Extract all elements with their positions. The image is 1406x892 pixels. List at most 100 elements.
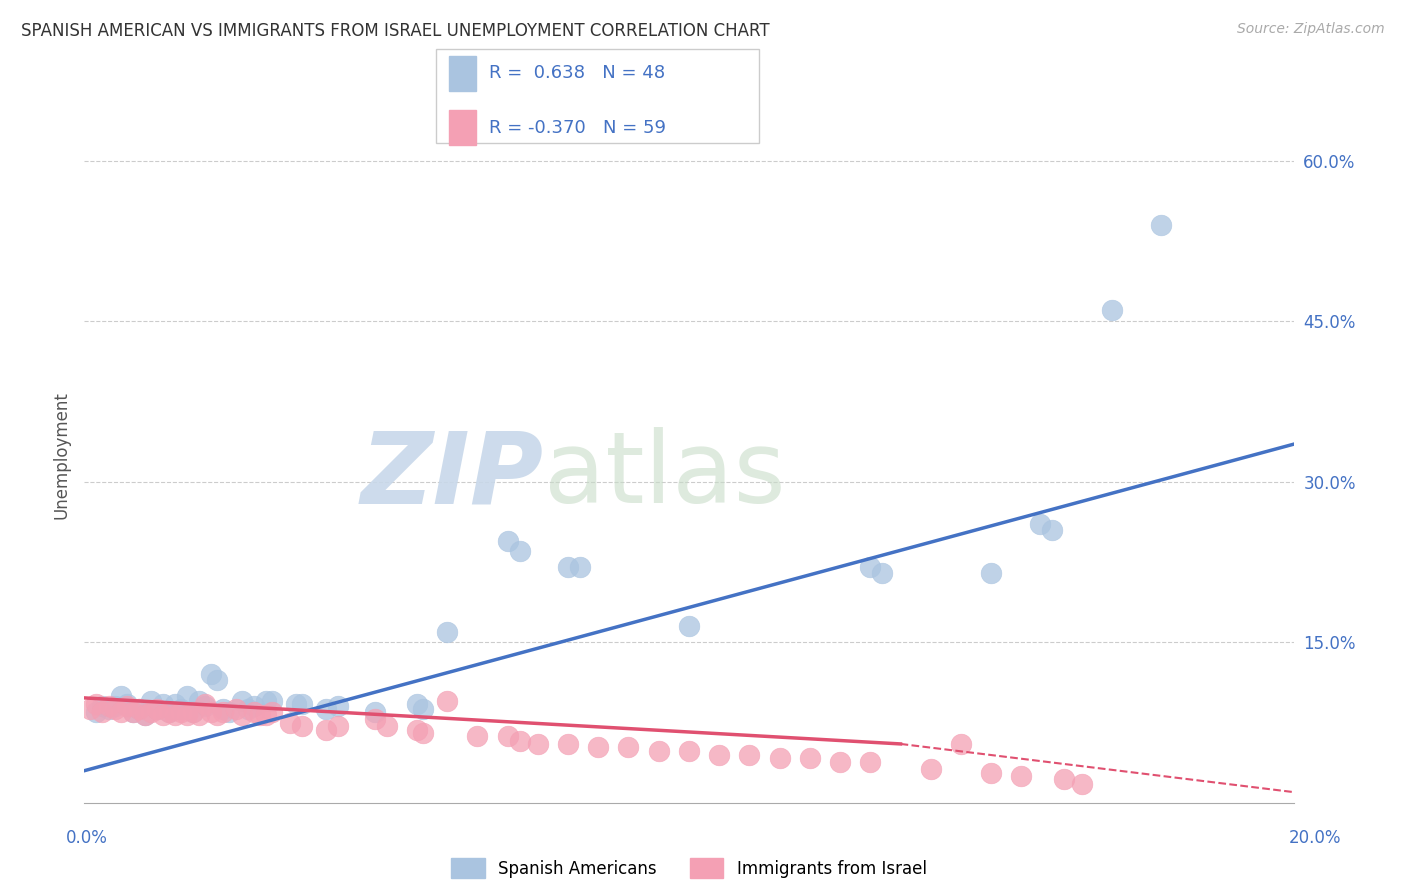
- Point: [1011, 769, 1033, 783]
- Point: [1071, 776, 1094, 790]
- Point: [152, 708, 174, 723]
- Point: [91, 699, 114, 714]
- Text: ZIP: ZIP: [361, 427, 544, 524]
- Point: [436, 694, 458, 708]
- Point: [86, 698, 108, 712]
- Point: [1101, 303, 1123, 318]
- Point: [859, 560, 882, 574]
- Point: [709, 747, 731, 762]
- Point: [231, 694, 253, 708]
- Point: [920, 762, 942, 776]
- Point: [188, 708, 211, 723]
- Point: [375, 719, 398, 733]
- Point: [212, 701, 235, 715]
- Point: [170, 701, 193, 715]
- Point: [436, 624, 458, 639]
- Point: [176, 689, 198, 703]
- Point: [1053, 772, 1076, 787]
- Point: [242, 705, 264, 719]
- Point: [97, 699, 120, 714]
- Point: [557, 560, 579, 574]
- Text: R = -0.370   N = 59: R = -0.370 N = 59: [489, 119, 666, 136]
- Point: [509, 733, 531, 747]
- Point: [648, 744, 671, 758]
- Point: [212, 705, 235, 719]
- Y-axis label: Unemployment: Unemployment: [52, 391, 70, 519]
- Point: [139, 705, 162, 719]
- Point: [157, 705, 180, 719]
- Point: [980, 765, 1002, 780]
- Point: [225, 701, 247, 715]
- Point: [254, 708, 277, 723]
- Point: [412, 726, 434, 740]
- Point: [242, 699, 264, 714]
- Point: [527, 737, 550, 751]
- Legend: Spanish Americans, Immigrants from Israel: Spanish Americans, Immigrants from Israe…: [444, 851, 934, 885]
- Point: [86, 705, 108, 719]
- Point: [291, 698, 314, 712]
- Point: [115, 698, 138, 712]
- Point: [406, 698, 429, 712]
- Point: [496, 533, 519, 548]
- Point: [139, 694, 162, 708]
- Text: SPANISH AMERICAN VS IMMIGRANTS FROM ISRAEL UNEMPLOYMENT CORRELATION CHART: SPANISH AMERICAN VS IMMIGRANTS FROM ISRA…: [21, 22, 769, 40]
- Text: Source: ZipAtlas.com: Source: ZipAtlas.com: [1237, 22, 1385, 37]
- Point: [678, 619, 700, 633]
- Point: [152, 698, 174, 712]
- Point: [231, 708, 253, 723]
- Text: R =  0.638   N = 48: R = 0.638 N = 48: [489, 64, 665, 82]
- Point: [509, 544, 531, 558]
- Point: [1040, 523, 1063, 537]
- Point: [181, 705, 204, 719]
- Point: [188, 694, 211, 708]
- Point: [1028, 517, 1050, 532]
- Point: [412, 701, 434, 715]
- Point: [328, 719, 350, 733]
- Point: [569, 560, 592, 574]
- Point: [165, 698, 187, 712]
- Point: [315, 701, 337, 715]
- Point: [170, 705, 193, 719]
- Point: [128, 701, 150, 715]
- Point: [91, 705, 114, 719]
- Point: [200, 705, 222, 719]
- Point: [134, 708, 156, 723]
- Point: [617, 740, 640, 755]
- Point: [79, 701, 101, 715]
- Point: [249, 708, 271, 723]
- Point: [950, 737, 973, 751]
- Point: [218, 705, 240, 719]
- Point: [496, 730, 519, 744]
- Point: [236, 701, 259, 715]
- Point: [194, 699, 217, 714]
- Point: [165, 708, 187, 723]
- Point: [557, 737, 579, 751]
- Point: [363, 712, 385, 726]
- Point: [328, 699, 350, 714]
- Point: [859, 755, 882, 769]
- Point: [121, 705, 143, 719]
- Point: [291, 719, 314, 733]
- Point: [146, 701, 169, 715]
- Point: [467, 730, 489, 744]
- Point: [128, 701, 150, 715]
- Point: [278, 715, 301, 730]
- Point: [799, 751, 821, 765]
- Point: [363, 705, 385, 719]
- Point: [115, 699, 138, 714]
- Point: [121, 705, 143, 719]
- Point: [738, 747, 761, 762]
- Point: [1149, 218, 1171, 232]
- Point: [194, 698, 217, 712]
- Point: [285, 698, 308, 712]
- Point: [157, 705, 180, 719]
- Point: [110, 705, 132, 719]
- Point: [134, 708, 156, 723]
- Point: [110, 689, 132, 703]
- Point: [176, 708, 198, 723]
- Text: 20.0%: 20.0%: [1288, 829, 1341, 847]
- Point: [769, 751, 792, 765]
- Text: atlas: atlas: [544, 427, 786, 524]
- Point: [146, 701, 169, 715]
- Point: [254, 694, 277, 708]
